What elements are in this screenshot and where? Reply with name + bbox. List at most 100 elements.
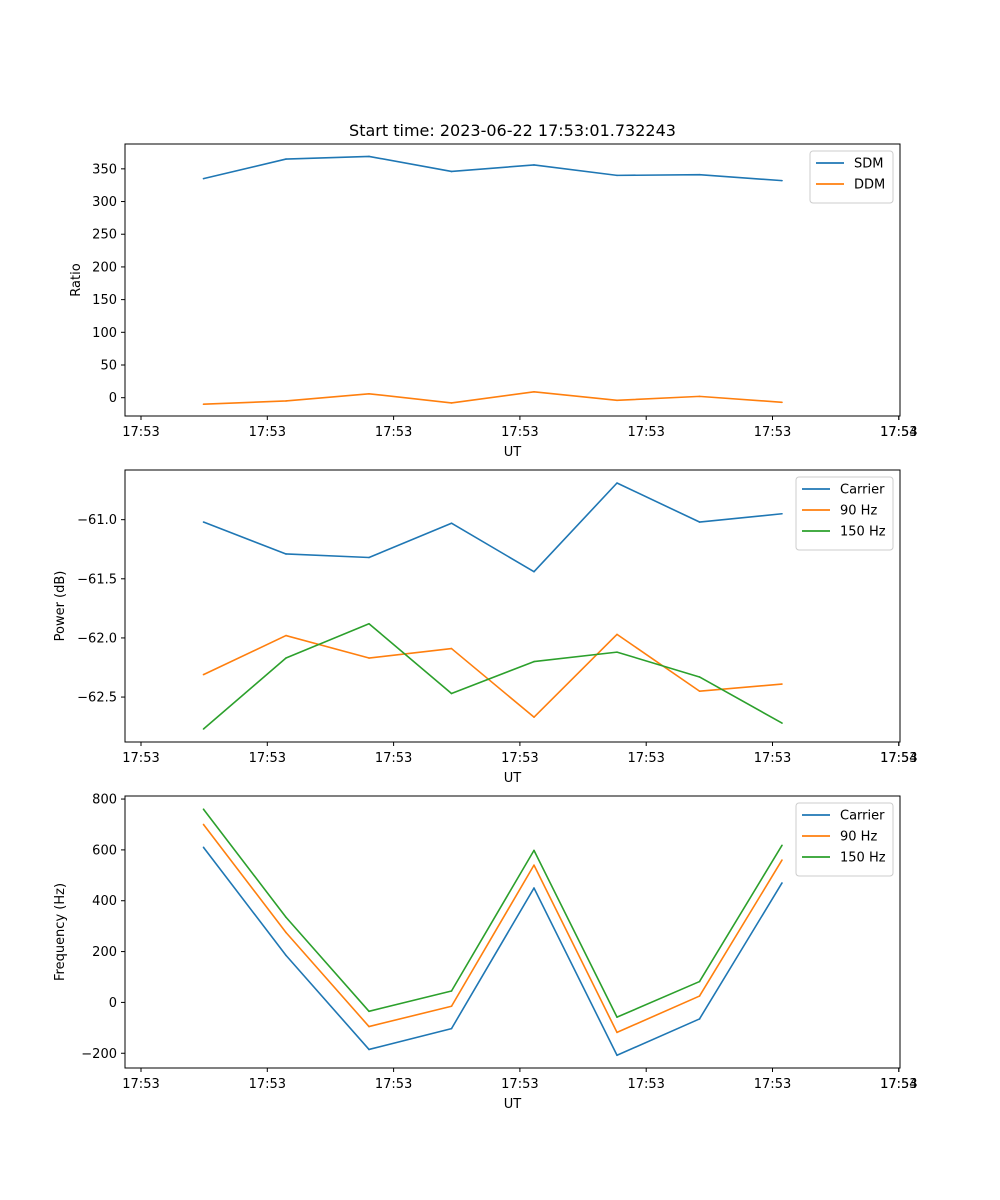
data-point-ddm [202, 403, 205, 406]
x-tick-label: 17:53 [249, 1077, 286, 1092]
x-tick-label: 17:53 [249, 751, 286, 766]
x-tick-label: 17:53 [880, 751, 917, 766]
data-point-ddm [781, 401, 783, 404]
y-tick-label: 350 [92, 162, 117, 177]
data-point-sdm [285, 158, 287, 160]
data-point-150-hz [450, 990, 453, 992]
data-point-sdm [781, 179, 783, 182]
data-point-carrier [698, 1018, 701, 1020]
x-tick-label: 17:53 [501, 751, 538, 766]
x-tick-label: 17:53 [880, 1077, 917, 1092]
legend-label: 150 Hz [840, 851, 886, 866]
legend-label: 90 Hz [840, 830, 877, 845]
data-point-90-hz [698, 690, 701, 692]
x-tick-label: 17:53 [249, 425, 286, 440]
data-point-ddm [450, 402, 453, 404]
data-point-ddm [698, 395, 701, 398]
data-point-90-hz [533, 864, 535, 866]
series-line-carrier [203, 482, 783, 573]
series-line-90-hz [203, 633, 783, 718]
data-point-90-hz [202, 673, 205, 676]
x-tick-label: 17:54 [880, 425, 917, 440]
data-point-sdm [368, 155, 370, 158]
data-point-carrier [202, 521, 205, 523]
data-point-sdm [616, 174, 618, 177]
plot-frame [124, 469, 901, 743]
y-tick-label: −61.5 [77, 572, 117, 587]
data-point-carrier [781, 882, 783, 884]
x-tick-label: 17:53 [122, 751, 159, 766]
data-point-carrier [368, 1048, 370, 1051]
series-line-ddm [203, 391, 783, 406]
x-axis-label: UT [504, 1097, 522, 1112]
data-point-150-hz [616, 1016, 618, 1018]
x-tick-label: 17:53 [754, 751, 791, 766]
x-tick-label: 17:53 [501, 425, 538, 440]
data-point-sdm [533, 164, 535, 166]
x-tick-label: 17:53 [375, 751, 412, 766]
y-tick-label: 50 [100, 359, 117, 374]
data-point-ddm [368, 392, 370, 395]
data-point-carrier [368, 556, 370, 559]
data-point-carrier [450, 522, 453, 525]
y-tick-label: 600 [92, 843, 117, 858]
x-tick-label: 17:53 [375, 1077, 412, 1092]
y-tick-label: −62.5 [77, 691, 117, 706]
data-point-carrier [616, 1054, 618, 1057]
data-point-carrier [698, 521, 701, 523]
data-point-90-hz [781, 683, 783, 685]
y-tick-label: 200 [92, 945, 117, 960]
chart-panel-1: Start time: 2023-06-22 17:53:01.732243 17… [69, 121, 918, 460]
legend-label: Carrier [840, 809, 885, 824]
y-tick-label: 250 [92, 228, 117, 243]
x-tick-label: 17:53 [501, 1077, 538, 1092]
data-point-carrier [202, 846, 205, 849]
chart-panel-2: 17:53 17:53 17:53 17:53 17:53 17:53 17:5317:54… [53, 469, 918, 786]
data-point-150-hz [698, 676, 701, 678]
data-point-ddm [533, 391, 535, 393]
y-tick-label: −200 [81, 1047, 117, 1062]
data-point-carrier [285, 553, 287, 555]
series-line-150-hz [202, 622, 783, 730]
data-point-carrier [450, 1027, 453, 1030]
chart-title: Start time: 2023-06-22 17:53:01.732243 [349, 121, 676, 140]
x-tick-label: 17:53 [754, 1077, 791, 1092]
data-point-ddm [285, 400, 287, 402]
data-point-150-hz [616, 651, 618, 653]
data-point-carrier [616, 482, 618, 484]
data-point-ddm [616, 399, 618, 402]
legend-box [809, 150, 894, 204]
data-point-90-hz [698, 995, 701, 997]
legend-label: Carrier [840, 483, 885, 498]
x-tick-label: 17:53 [627, 751, 664, 766]
x-tick-label: 17:53 [627, 1077, 664, 1092]
y-axis-label: Power (dB) [53, 571, 68, 642]
plot-frame [124, 143, 901, 417]
data-point-90-hz [616, 633, 618, 636]
data-point-90-hz [285, 634, 287, 637]
data-point-sdm [698, 173, 701, 176]
data-point-150-hz [368, 1010, 370, 1013]
data-point-carrier [781, 512, 783, 515]
data-point-90-hz [368, 1025, 370, 1028]
x-tick-label: 17:53 [880, 425, 917, 440]
legend-label: 90 Hz [840, 504, 877, 519]
data-point-90-hz [450, 1005, 453, 1008]
data-point-150-hz [285, 657, 287, 659]
y-tick-label: 200 [92, 260, 117, 275]
plot-frame [124, 795, 901, 1069]
series-line-150-hz [202, 808, 783, 1018]
y-tick-label: −61.0 [77, 513, 117, 528]
x-tick-label: 17:54 [880, 751, 917, 766]
y-tick-label: −62.0 [77, 631, 117, 646]
data-point-90-hz [285, 931, 287, 934]
data-point-150-hz [698, 980, 701, 983]
data-point-carrier [533, 887, 535, 889]
chart-panel-3: 17:53 17:53 17:53 17:53 17:53 17:53 17:5317:54… [53, 793, 918, 1112]
data-point-150-hz [533, 849, 535, 852]
data-point-150-hz [285, 916, 287, 919]
x-tick-label: 17:53 [627, 425, 664, 440]
data-point-150-hz [533, 660, 535, 663]
y-tick-label: 800 [92, 793, 117, 808]
